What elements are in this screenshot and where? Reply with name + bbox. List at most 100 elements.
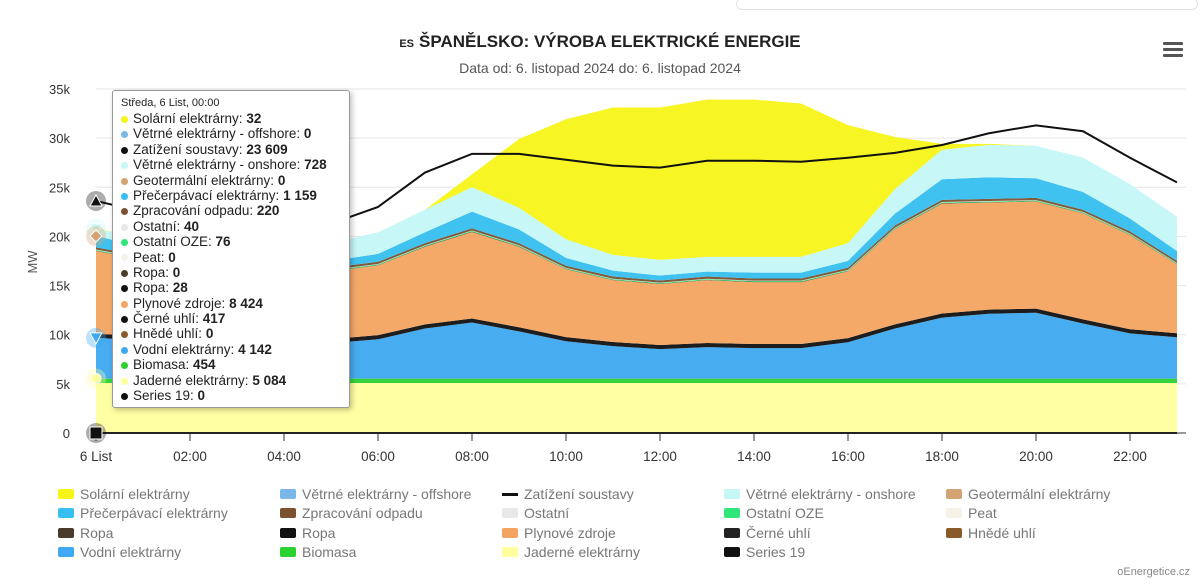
tooltip-label: Plynové zdroje: — [133, 295, 230, 311]
y-tick-label: 30k — [49, 131, 70, 146]
y-tick-label: 0 — [63, 426, 70, 441]
tooltip-row: Geotermální elektrárny: 0 — [121, 173, 349, 188]
tooltip-dot — [121, 115, 128, 123]
tooltip-dot — [121, 254, 128, 262]
chart-subtitle: Data od: 6. listopad 2024 do: 6. listopa… — [459, 60, 741, 76]
tooltip-row: Ropa: 0 — [121, 265, 349, 280]
legend-label: Větrné elektrárny - offshore — [302, 486, 472, 502]
hamburger-menu-icon[interactable] — [1163, 42, 1183, 58]
tooltip-row: Hnědé uhlí: 0 — [121, 326, 349, 341]
y-tick-label: 25k — [49, 180, 70, 195]
legend-symbol — [502, 492, 518, 496]
y-tick-label: 15k — [49, 279, 70, 294]
tooltip-dot — [121, 223, 128, 231]
tooltip-dot — [121, 346, 128, 354]
legend-item[interactable]: Peat — [946, 505, 997, 521]
tooltip-value: 4 142 — [238, 341, 272, 357]
area-series — [96, 144, 1177, 276]
area-series — [96, 99, 1177, 260]
tooltip-row: Zatížení soustavy: 23 609 — [121, 142, 349, 157]
legend-symbol — [946, 489, 962, 499]
legend-item[interactable]: Series 19 — [724, 544, 805, 560]
y-tick-label: 10k — [49, 328, 70, 343]
y-tick-label: 35k — [49, 82, 70, 97]
hover-marker — [90, 373, 102, 385]
area-series — [96, 378, 1177, 384]
chart-area: 0 5k 10k 15k 20k 25k 30k 35k MW 6 List 02:00 04:00 0… — [25, 82, 1186, 464]
legend-symbol — [280, 546, 296, 557]
legend-symbol — [502, 527, 518, 538]
tooltip-header: Středa, 6 List, 00:00 — [121, 97, 220, 109]
legend-symbol — [724, 489, 740, 499]
x-tick-label: 6 List — [80, 449, 113, 464]
x-tick-label: 04:00 — [267, 449, 301, 464]
legend-label: Zatížení soustavy — [524, 486, 634, 502]
legend-item[interactable]: Geotermální elektrárny — [946, 486, 1110, 502]
legend-label: Větrné elektrárny - onshore — [746, 486, 916, 502]
flag-code: ES — [399, 38, 415, 50]
hover-marker — [89, 332, 103, 345]
legend-item[interactable]: Plynové zdroje — [502, 525, 616, 541]
chart-title-text: ŠPANĚLSKO: VÝROBA ELEKTRICKÉ ENERGIE — [419, 32, 801, 51]
legend-label: Ropa — [302, 524, 336, 541]
legend-item[interactable]: Solární elektrárny — [58, 486, 190, 502]
legend-symbol — [724, 527, 740, 538]
legend-symbol — [58, 508, 74, 519]
legend-item[interactable]: Černé uhlí — [724, 525, 811, 541]
legend-label: Series 19 — [746, 543, 806, 560]
tooltip-dot — [121, 300, 128, 308]
tooltip-dot — [121, 177, 128, 185]
legend-item[interactable]: Jaderné elektrárny — [502, 544, 640, 560]
legend-item[interactable]: Ostatní — [502, 505, 569, 521]
tooltip-value: 220 — [256, 203, 280, 219]
tooltip-row: Přečerpávací elektrárny: 1 159 — [121, 188, 349, 203]
legend-item[interactable]: Zatížení soustavy — [502, 486, 634, 502]
hover-marker — [89, 193, 103, 207]
tooltip-label: Ostatní OZE: — [133, 234, 216, 250]
x-tick-label: 16:00 — [831, 449, 865, 464]
legend-item[interactable]: Větrné elektrárny - onshore — [724, 486, 916, 502]
legend-label: Ostatní OZE — [746, 505, 824, 522]
legend-item[interactable]: Ostatní OZE — [724, 505, 824, 521]
legend-symbol — [280, 489, 296, 499]
tooltip-label: Zatížení soustavy: — [133, 141, 247, 157]
tooltip-value: 0 — [277, 172, 286, 188]
tooltip-value: 0 — [205, 326, 214, 342]
tooltip-label: Biomasa: — [133, 357, 194, 373]
legend-label: Vodní elektrárny — [80, 543, 182, 560]
tooltip-value: 728 — [304, 157, 327, 173]
tooltip-dot — [121, 192, 128, 200]
tooltip-dot — [121, 377, 128, 385]
legend-item[interactable]: Ropa — [58, 525, 113, 541]
tooltip-label: Černé uhlí: — [133, 311, 203, 327]
tooltip-label: Peat: — [133, 249, 169, 265]
legend-symbol — [280, 527, 296, 538]
legend-item[interactable]: Zpracování odpadu — [280, 505, 423, 521]
legend-label: Hnědé uhlí — [968, 524, 1036, 541]
tooltip-value: 28 — [172, 280, 188, 296]
legend-item[interactable]: Biomasa — [280, 544, 356, 560]
legend-symbol — [724, 546, 740, 557]
tooltip-row: Černé uhlí: 417 — [121, 311, 349, 326]
legend-label: Peat — [968, 505, 997, 522]
tooltip-value: 0 — [172, 264, 181, 280]
tooltip-value: 40 — [184, 218, 200, 234]
legend-label: Přečerpávací elektrárny — [80, 505, 228, 522]
tooltip-dot — [121, 285, 128, 293]
legend-item[interactable]: Větrné elektrárny - offshore — [280, 486, 471, 502]
legend-item[interactable]: Vodní elektrárny — [58, 544, 181, 560]
tooltip-row: Ostatní OZE: 76 — [121, 234, 349, 249]
x-tick-label: 14:00 — [737, 449, 771, 464]
area-series — [96, 201, 1177, 285]
x-tick-label: 06:00 — [361, 449, 395, 464]
tooltip-row: Vodní elektrárny: 4 142 — [121, 342, 349, 357]
tooltip-row: Zpracování odpadu: 220 — [121, 203, 349, 218]
tooltip-row: Větrné elektrárny - offshore: 0 — [121, 126, 349, 141]
tooltip-value: 32 — [246, 111, 262, 126]
legend-item[interactable]: Ropa — [280, 525, 335, 541]
legend-label: Geotermální elektrárny — [968, 486, 1111, 502]
tooltip-dot — [121, 362, 128, 370]
legend-item[interactable]: Přečerpávací elektrárny — [58, 505, 228, 521]
tooltip-label: Jaderné elektrárny: — [133, 372, 253, 388]
legend-item[interactable]: Hnědé uhlí — [946, 525, 1036, 541]
